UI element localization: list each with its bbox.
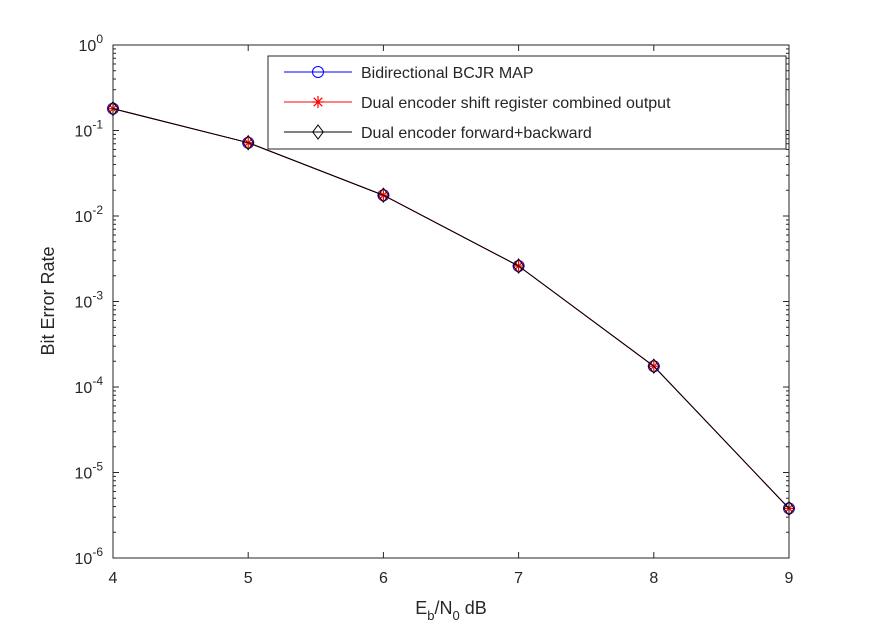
x-tick-label: 7: [514, 570, 523, 587]
y-tick-label-base: 10: [79, 38, 97, 55]
legend-label: Dual encoder forward+backward: [361, 125, 592, 142]
y-tick-label-base: 10: [75, 551, 93, 568]
y-tick-label-base: 10: [75, 466, 93, 483]
legend-marker: [312, 66, 324, 78]
y-tick-label: 10-2: [75, 203, 104, 226]
y-tick-label-base: 10: [75, 209, 93, 226]
y-tick-label-exponent: 0: [96, 32, 103, 46]
plot-frame: [112, 44, 790, 559]
y-tick-label-base: 10: [75, 380, 93, 397]
x-axis-label-sub2: 0: [452, 608, 459, 623]
x-axis-label-sub1: b: [427, 608, 434, 623]
data-point: [242, 134, 255, 151]
legend-items: Bidirectional BCJR MAP Dual encoder shift…: [284, 65, 671, 142]
x-tick-labels: 4 5 6 7 8 9: [109, 570, 794, 587]
y-axis-label: Bit Error Rate: [38, 246, 58, 355]
legend: Bidirectional BCJR MAP Dual encoder shift…: [267, 55, 787, 150]
y-tick-label: 10-5: [75, 460, 104, 483]
data-point: [377, 187, 390, 204]
y-tick-label-exponent: -3: [92, 289, 103, 303]
y-tick-label-base: 10: [75, 295, 93, 312]
x-tick-label: 6: [379, 570, 388, 587]
x-axis-label-main: E: [415, 598, 427, 618]
y-tick-label: 100: [79, 32, 104, 55]
legend-label: Dual encoder shift register combined out…: [361, 95, 671, 112]
x-axis-label-tail: dB: [460, 598, 487, 618]
y-tick-label-base: 10: [75, 124, 93, 141]
y-tick-label-exponent: -5: [92, 460, 103, 474]
x-axis-label-mid: /N: [434, 598, 452, 618]
series-layer: [107, 100, 795, 517]
x-tick-label: 4: [109, 570, 118, 587]
legend-item: Dual encoder forward+backward: [284, 124, 592, 142]
x-tick-label: 9: [785, 570, 794, 587]
series-line: [112, 108, 790, 509]
data-point: [647, 358, 660, 375]
legend-item: Dual encoder shift register combined out…: [284, 95, 671, 112]
x-tick-label: 5: [244, 570, 253, 587]
y-tick-label: 10-1: [75, 118, 104, 141]
legend-label: Bidirectional BCJR MAP: [361, 65, 534, 82]
y-tick-label: 10-4: [75, 374, 104, 397]
y-tick-label: 10-3: [75, 289, 104, 312]
y-tick-label-exponent: -6: [92, 545, 103, 559]
x-tick-label: 8: [649, 570, 658, 587]
y-tick-label-exponent: -2: [92, 203, 103, 217]
legend-marker: [312, 96, 324, 108]
y-tick-label-exponent: -1: [92, 118, 103, 132]
x-axis-label: Eb/N0 dB: [415, 598, 487, 623]
legend-item: Bidirectional BCJR MAP: [284, 65, 534, 82]
y-tick-label-exponent: -4: [92, 374, 103, 388]
legend-marker: [312, 124, 324, 140]
y-tick-label: 10-6: [75, 545, 104, 568]
legend-box: [267, 55, 787, 150]
data-point: [512, 258, 525, 274]
